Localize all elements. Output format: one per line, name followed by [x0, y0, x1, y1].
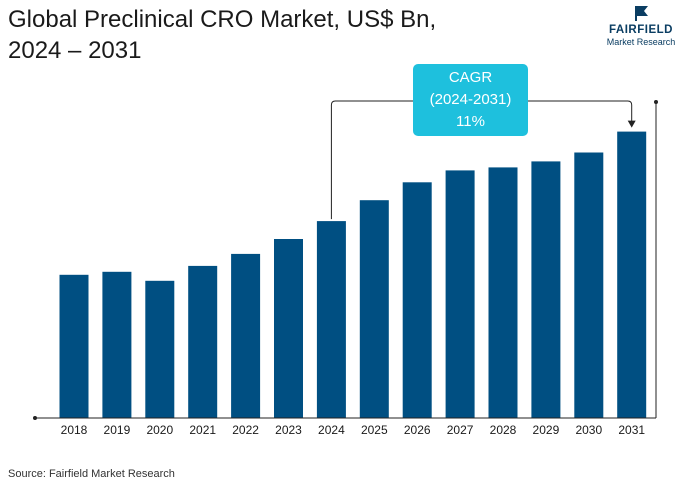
x-tick-label: 2029	[533, 423, 560, 437]
bars-group	[59, 131, 647, 418]
bar-2031	[617, 131, 647, 418]
x-tick-labels: 2018 2019 2020 2021 2022 2023 2024 2025 2026 2027…	[61, 423, 646, 437]
x-tick-label: 2031	[618, 423, 645, 437]
x-tick-label: 2026	[404, 423, 431, 437]
cagr-label: CAGR	[449, 69, 493, 86]
bar-2024	[316, 221, 346, 418]
x-tick-label: 2022	[232, 423, 259, 437]
x-tick-label: 2025	[361, 423, 388, 437]
x-tick-label: 2020	[146, 423, 173, 437]
logo-subtitle: Market Research	[606, 37, 676, 47]
cagr-box: CAGR (2024-2031) 11%	[413, 64, 528, 136]
x-tick-label: 2023	[275, 423, 302, 437]
bar-2026	[402, 182, 432, 418]
x-tick-label: 2030	[575, 423, 602, 437]
flag-icon	[635, 6, 648, 21]
right-axis-top-dot	[654, 100, 658, 104]
bar-2027	[445, 170, 475, 418]
bar-2025	[359, 200, 389, 418]
logo-name: FAIRFIELD	[609, 24, 673, 36]
bar-2029	[531, 161, 561, 418]
x-tick-label: 2028	[490, 423, 517, 437]
bar-2023	[274, 239, 303, 418]
source-note: Source: Fairfield Market Research	[8, 468, 175, 480]
cagr-value: 11%	[456, 113, 485, 130]
cagr-arrow-icon	[627, 120, 636, 128]
chart-title-line1: Global Preclinical CRO Market, US$ Bn,	[8, 6, 437, 33]
cagr-period: (2024-2031)	[430, 91, 512, 108]
x-tick-label: 2021	[189, 423, 216, 437]
x-tick-label: 2027	[447, 423, 474, 437]
x-tick-label: 2018	[61, 423, 88, 437]
x-tick-label: 2019	[104, 423, 131, 437]
fairfield-logo: FAIRFIELD Market Research	[596, 4, 686, 48]
cagr-box-background	[413, 64, 528, 136]
bar-2018	[59, 274, 89, 418]
chart-title: Global Preclinical CRO Market, US$ Bn, 2…	[8, 4, 436, 66]
x-tick-label: 2024	[318, 423, 345, 437]
bar-2030	[574, 152, 604, 418]
x-axis-start-dot	[33, 416, 37, 420]
bar-2021	[188, 265, 218, 418]
bar-2028	[488, 167, 518, 418]
bar-2020	[145, 280, 175, 418]
bar-2019	[102, 271, 132, 418]
bar-2022	[231, 253, 261, 418]
chart-title-line2: 2024 – 2031	[8, 37, 142, 64]
